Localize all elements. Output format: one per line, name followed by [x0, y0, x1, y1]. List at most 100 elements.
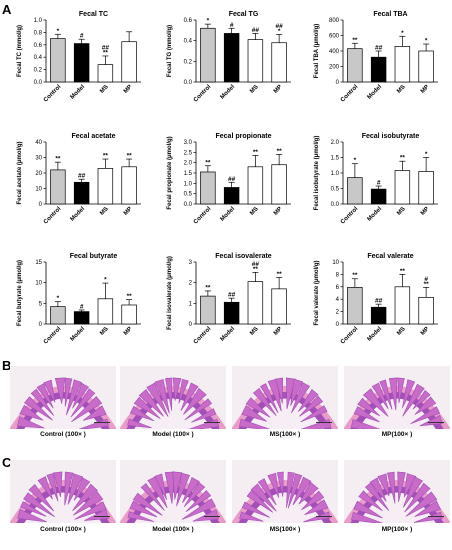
- x-tick-label: Model: [367, 326, 384, 343]
- y-tick-label: 0.4: [34, 55, 43, 61]
- y-tick-label: 0.5: [184, 192, 193, 198]
- y-tick-label: 0: [336, 322, 340, 328]
- y-axis-label: Fecal acetate (μmol/g): [17, 141, 23, 204]
- significance-label: **: [127, 293, 133, 300]
- significance-label: **: [127, 153, 133, 160]
- intestine-section-image: [344, 366, 450, 429]
- y-tick-label: 1.0: [184, 181, 193, 187]
- intestine-section-image: [10, 460, 116, 523]
- x-tick-label: Model: [70, 206, 87, 223]
- bar: [247, 166, 264, 205]
- significance-label: **: [424, 281, 430, 288]
- significance-label: **: [253, 266, 259, 273]
- histology-caption: MP(100× ): [381, 526, 413, 533]
- y-tick-label: 800: [329, 18, 340, 24]
- y-tick-label: 1.0: [34, 18, 43, 24]
- bar-chart: Fecal TG 0.0 0.2 0.4 0.6 Fecal TG (mmol/g) * Co…: [167, 11, 291, 103]
- y-tick-label: 10: [35, 187, 42, 193]
- chart-title: Fecal isobutyrate: [362, 133, 420, 140]
- y-axis-label: Fecal TBA (μmol/g): [314, 24, 320, 78]
- x-tick-label: MP: [420, 326, 431, 337]
- x-tick-label: Control: [43, 206, 63, 226]
- chart-title: Fecal propionate: [215, 133, 271, 140]
- bar: [121, 166, 137, 205]
- y-tick-label: 2.5: [184, 150, 193, 156]
- chart-title: Fecal butyrate: [70, 253, 118, 260]
- x-tick-label: MP: [273, 84, 284, 95]
- intestine-section-image: [344, 460, 450, 523]
- chart-title: Fecal acetate: [72, 133, 116, 140]
- panel-label-a: A: [2, 2, 12, 17]
- y-tick-label: 0: [39, 202, 43, 208]
- x-tick-label: MS: [396, 326, 407, 337]
- y-tick-label: 0.0: [184, 202, 193, 208]
- y-tick-label: 3.0: [184, 140, 193, 146]
- bar: [394, 45, 411, 83]
- y-tick-label: 15: [35, 260, 42, 266]
- bar: [97, 64, 114, 83]
- y-tick-label: 600: [329, 34, 340, 40]
- significance-label: *: [57, 295, 60, 302]
- bar: [97, 168, 114, 205]
- significance-label: ##: [276, 23, 284, 30]
- bar: [271, 42, 287, 83]
- significance-label: **: [352, 37, 358, 44]
- histology-caption: MP(100× ): [381, 431, 413, 438]
- x-tick-label: Model: [70, 84, 87, 101]
- significance-label: ##: [375, 45, 383, 52]
- bar: [50, 306, 66, 325]
- significance-label: **: [400, 155, 406, 162]
- bar: [418, 296, 434, 325]
- bar-chart: Fecal acetate 0 10 20 30 40 Fecal acetate (μmo…: [17, 133, 141, 225]
- x-tick-label: Control: [43, 326, 63, 346]
- intestine-section-image: [120, 366, 226, 429]
- intestine-section-image: [10, 366, 116, 429]
- y-axis-label: Fecal valerate (μmol/g): [314, 260, 320, 325]
- significance-label: *: [425, 151, 428, 158]
- y-tick-label: 2.0: [331, 140, 340, 146]
- y-tick-label: 20: [35, 171, 42, 177]
- significance-label: ##: [252, 261, 260, 268]
- bar: [347, 48, 363, 83]
- chart-title: Fecal TG: [229, 11, 259, 18]
- significance-label: ##: [228, 176, 236, 183]
- significance-label: *: [354, 157, 357, 164]
- significance-label: *: [401, 30, 404, 37]
- significance-label: *: [425, 38, 428, 45]
- chart-title: Fecal valerate: [367, 253, 413, 260]
- y-axis-label: Fecal TG (mmol/g): [167, 25, 173, 77]
- bar: [50, 38, 66, 83]
- significance-label: ##: [252, 27, 260, 34]
- bar: [247, 281, 264, 325]
- y-axis-label: Fecal isobutyrate (μmol/g): [314, 136, 320, 211]
- significance-label: *: [104, 277, 107, 284]
- chart-title: Fecal TBA: [373, 11, 407, 18]
- y-tick-label: 2: [189, 281, 193, 287]
- bar-chart: Fecal butyrate 0 5 10 15 Fecal butyrate (μmol…: [17, 253, 141, 345]
- intestine-section-image: [232, 460, 338, 523]
- bar: [200, 171, 216, 205]
- y-tick-label: 3: [189, 260, 193, 266]
- y-tick-label: 0.8: [34, 30, 43, 36]
- significance-label: **: [55, 156, 61, 163]
- y-tick-label: 40: [35, 140, 42, 146]
- histology-caption: MS(100× ): [269, 431, 301, 438]
- x-tick-label: MP: [123, 84, 134, 95]
- y-tick-label: 6: [336, 285, 340, 291]
- histology-row-c: Control (100× ) Model (100× ) MS(100× ) …: [10, 460, 450, 533]
- y-tick-label: 10: [332, 260, 339, 266]
- y-tick-label: 0.2: [184, 59, 193, 65]
- significance-label: *: [57, 28, 60, 35]
- significance-label: **: [277, 271, 283, 278]
- x-tick-label: MS: [249, 84, 260, 95]
- x-tick-label: Model: [70, 326, 87, 343]
- x-tick-label: Model: [220, 326, 237, 343]
- significance-label: #: [230, 22, 234, 29]
- y-tick-label: 5: [39, 301, 43, 307]
- x-tick-label: Control: [43, 84, 63, 104]
- x-tick-label: MP: [273, 206, 284, 217]
- significance-label: #: [80, 303, 84, 310]
- significance-label: **: [103, 153, 109, 160]
- intestine-section-image: [232, 366, 338, 429]
- bar-chart: Fecal TC 0.0 0.2 0.4 0.6 0.8 1.0 Fecal TC (mmol…: [17, 11, 141, 103]
